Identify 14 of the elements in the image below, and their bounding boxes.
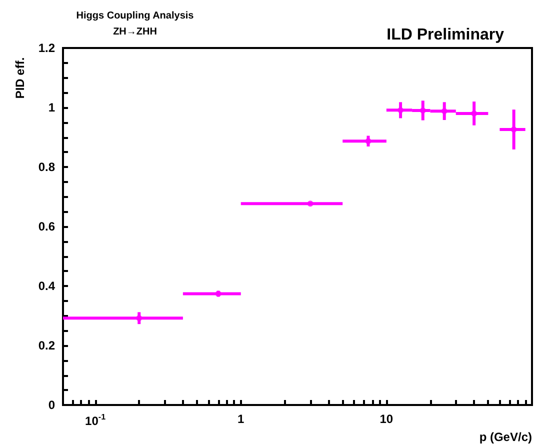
y-tick-label: 1: [48, 100, 56, 114]
chart-title: Higgs Coupling Analysis: [76, 10, 194, 22]
y-tick-label: 0.6: [38, 220, 56, 234]
x-tick-label: 1: [238, 412, 245, 426]
y-tick-label: 0: [48, 398, 56, 412]
chart-subtitle: ZH→ZHH: [113, 26, 157, 38]
text: ILD Preliminary: [386, 26, 504, 44]
y-axis-title: PID eff.: [13, 57, 27, 99]
y-tick-label: 0.2: [38, 338, 56, 352]
y-tick-label: 1.2: [38, 41, 56, 55]
y-tick-label: 0.8: [38, 160, 56, 174]
x-tick-label: 10: [380, 412, 394, 426]
y-tick-label: 0.4: [38, 279, 56, 293]
x-axis-title: p (GeV/c): [479, 430, 532, 444]
